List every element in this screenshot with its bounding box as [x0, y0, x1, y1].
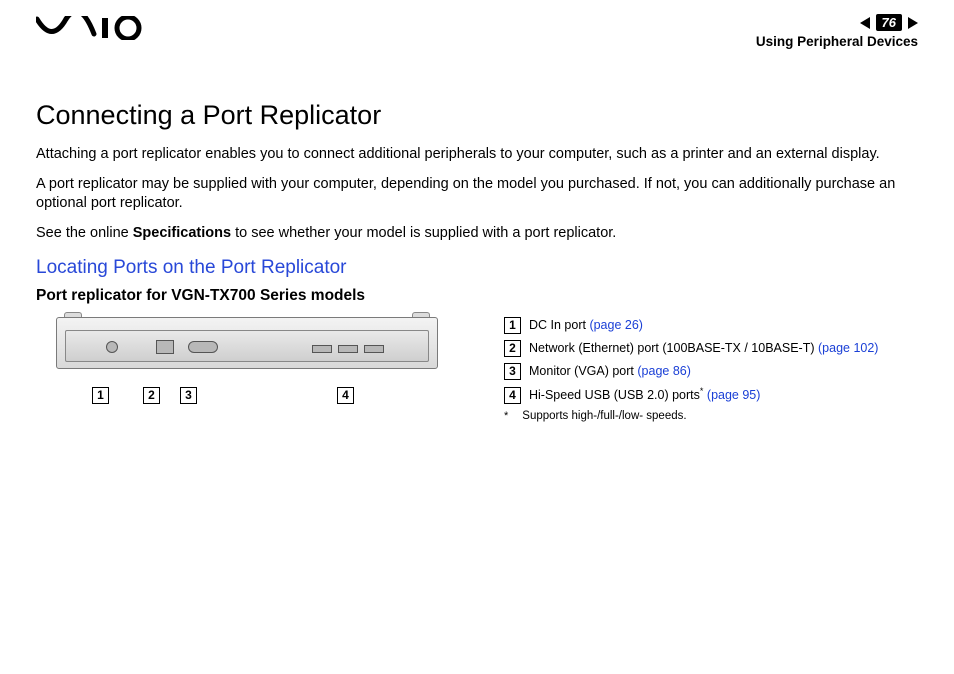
para3-pre: See the online [36, 225, 133, 241]
legend-text: Monitor (VGA) port [529, 364, 637, 378]
next-page-icon[interactable] [908, 17, 918, 29]
usb-port-icon [364, 345, 384, 353]
page-link[interactable]: (page 86) [637, 364, 691, 378]
header-right: 76 Using Peripheral Devices [756, 14, 918, 49]
usb-port-icon [312, 345, 332, 353]
subtitle: Locating Ports on the Port Replicator [36, 257, 918, 279]
legend-text: Network (Ethernet) port (100BASE-TX / 10… [529, 341, 818, 355]
diagram-callouts: 1 2 3 4 [92, 387, 476, 404]
callout-2: 2 [143, 387, 160, 404]
paragraph-1: Attaching a port replicator enables you … [36, 145, 918, 165]
page-link[interactable]: (page 95) [707, 388, 761, 402]
legend-item-1: 1 DC In port (page 26) [504, 317, 918, 334]
page-header: 76 Using Peripheral Devices [36, 14, 918, 56]
legend-num: 3 [504, 363, 521, 380]
usb-port-icon [338, 345, 358, 353]
footnote-mark: * [504, 410, 508, 422]
legend-num: 1 [504, 317, 521, 334]
legend-item-2: 2 Network (Ethernet) port (100BASE-TX / … [504, 340, 918, 357]
dc-in-port-icon [106, 341, 118, 353]
page-number: 76 [876, 14, 902, 31]
vga-port-icon [188, 341, 218, 353]
legend-text: Hi-Speed USB (USB 2.0) ports [529, 388, 700, 402]
paragraph-2: A port replicator may be supplied with y… [36, 175, 918, 214]
legend-sup: * [700, 386, 704, 396]
para3-post: to see whether your model is supplied wi… [231, 225, 616, 241]
footnote: * Supports high-/full-/low- speeds. [504, 410, 918, 422]
paragraph-3: See the online Specifications to see whe… [36, 224, 918, 244]
diagram: 1 2 3 4 [36, 317, 476, 404]
legend-num: 4 [504, 387, 521, 404]
para3-bold: Specifications [133, 225, 231, 241]
legend-item-4: 4 Hi-Speed USB (USB 2.0) ports* (page 95… [504, 386, 918, 404]
page-link[interactable]: (page 102) [818, 341, 878, 355]
diagram-row: 1 2 3 4 1 DC In port (page 26) 2 Network… [36, 317, 918, 422]
callout-3: 3 [180, 387, 197, 404]
prev-page-icon[interactable] [860, 17, 870, 29]
content: Connecting a Port Replicator Attaching a… [36, 100, 918, 422]
legend-num: 2 [504, 340, 521, 357]
legend-text: DC In port [529, 318, 589, 332]
footnote-text: Supports high-/full-/low- speeds. [522, 410, 686, 422]
pager: 76 [756, 14, 918, 31]
ethernet-port-icon [156, 340, 174, 354]
vaio-logo [36, 16, 146, 45]
callout-4: 4 [337, 387, 354, 404]
legend-item-3: 3 Monitor (VGA) port (page 86) [504, 363, 918, 380]
model-heading: Port replicator for VGN-TX700 Series mod… [36, 287, 918, 305]
page: 76 Using Peripheral Devices Connecting a… [0, 0, 954, 674]
legend: 1 DC In port (page 26) 2 Network (Ethern… [504, 317, 918, 422]
page-link[interactable]: (page 26) [589, 318, 643, 332]
callout-1: 1 [92, 387, 109, 404]
section-name: Using Peripheral Devices [756, 34, 918, 49]
port-replicator-illustration [56, 317, 438, 377]
page-title: Connecting a Port Replicator [36, 100, 918, 131]
